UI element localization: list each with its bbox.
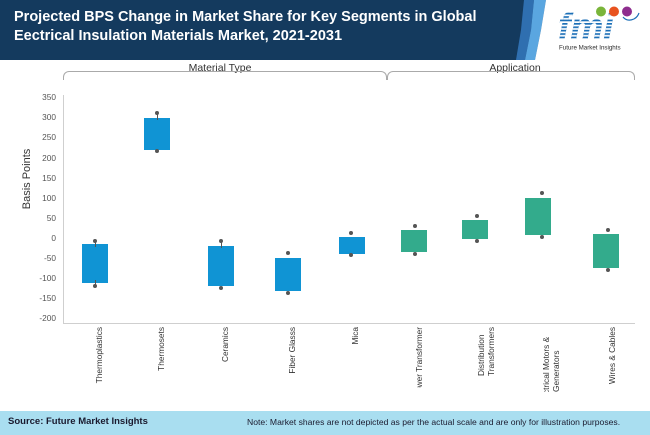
svg-text:Future Market Insights: Future Market Insights	[559, 45, 621, 52]
